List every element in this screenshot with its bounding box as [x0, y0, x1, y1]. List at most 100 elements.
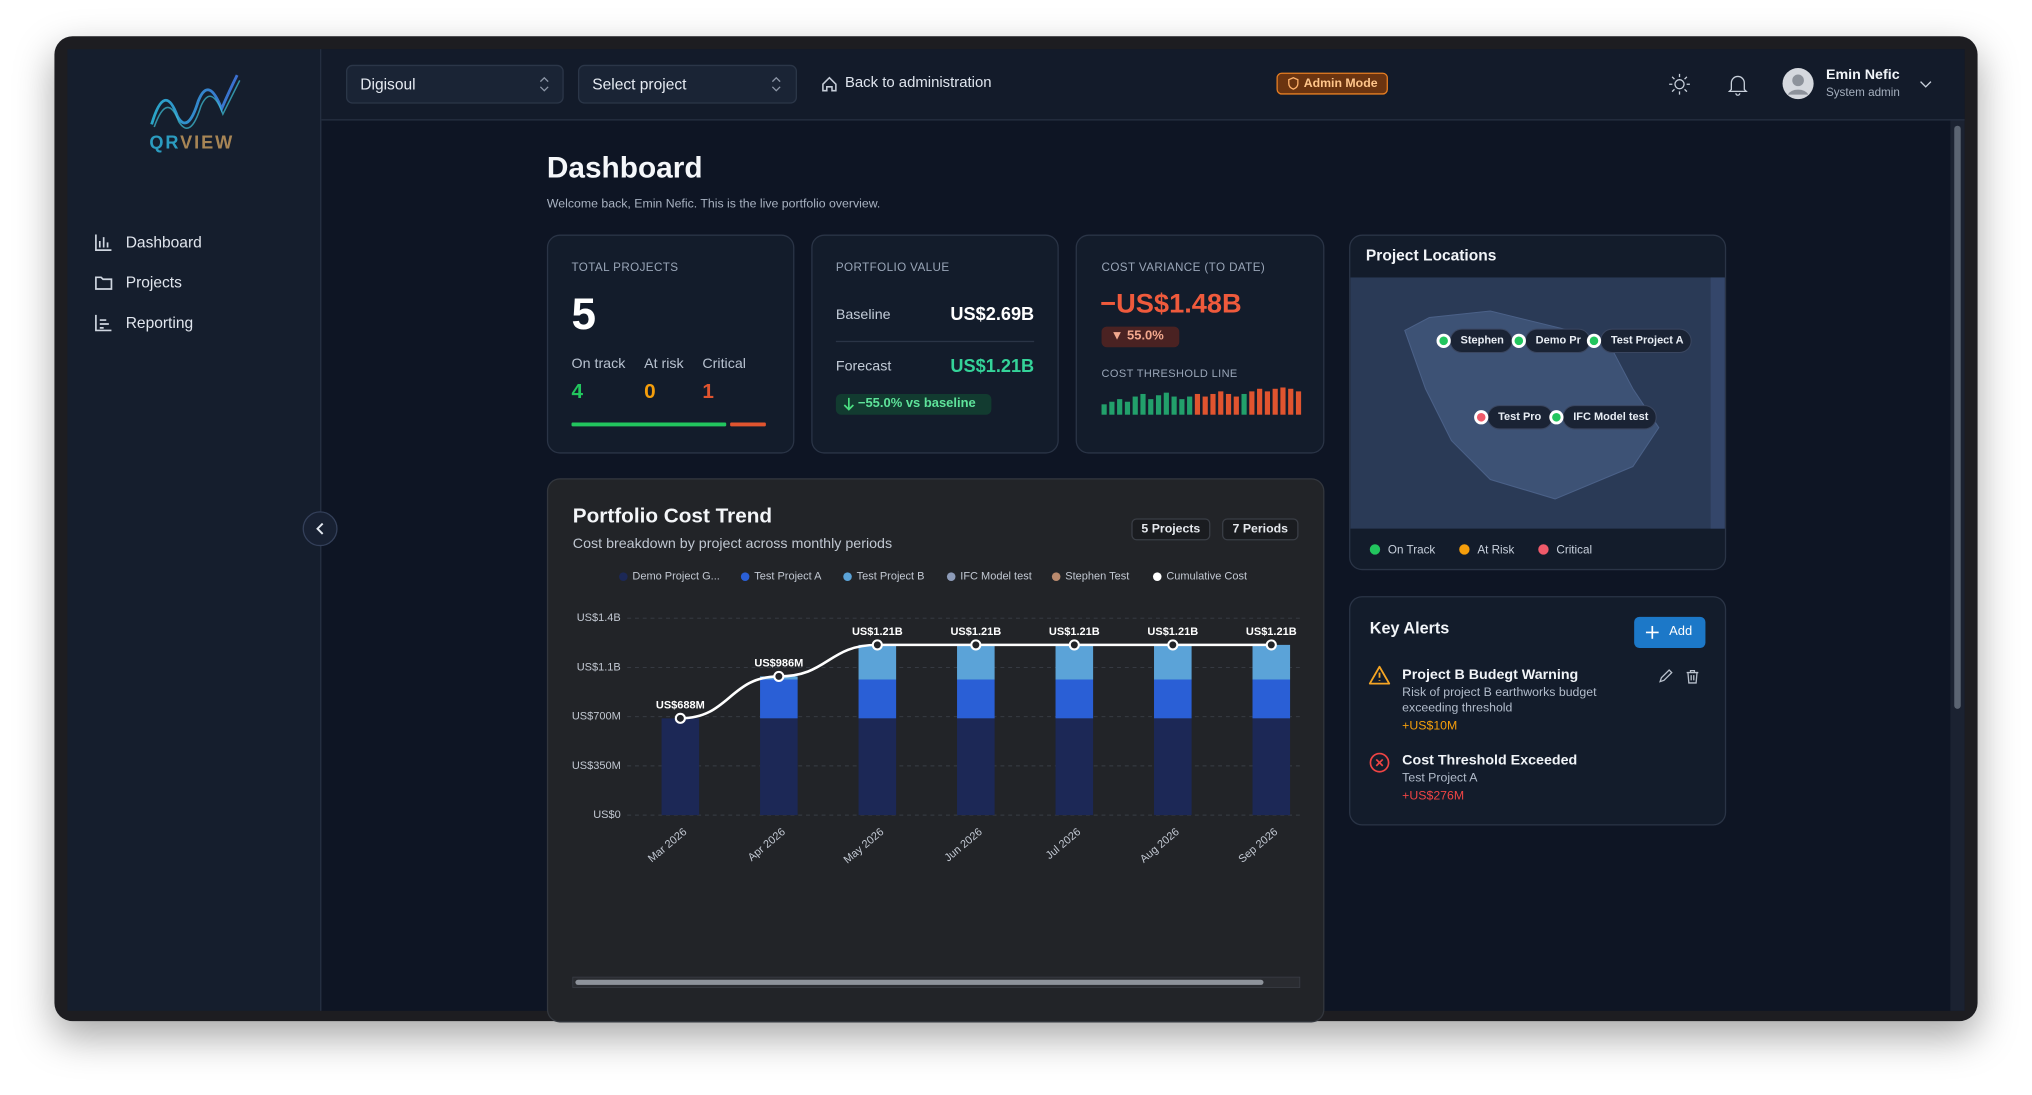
notifications[interactable] — [1726, 73, 1749, 96]
marker-label: Demo Pr — [1536, 335, 1582, 347]
legend-label: Test Project A — [754, 571, 822, 583]
threshold-bar — [1148, 399, 1154, 415]
bar-segment — [1055, 679, 1094, 719]
chart-scroll-thumb[interactable] — [575, 979, 1264, 985]
bar-segment — [1154, 718, 1192, 816]
theme-toggle[interactable] — [1668, 73, 1691, 96]
scroll-thumb[interactable] — [1954, 125, 1961, 709]
org-select[interactable]: Digisoul — [346, 64, 564, 104]
chart-title: Portfolio Cost Trend — [572, 505, 773, 528]
bar-segment — [1252, 679, 1291, 719]
row-label: Forecast — [835, 358, 892, 375]
avatar[interactable] — [1782, 67, 1814, 100]
legend-label: Demo Project G... — [632, 571, 719, 583]
sparkline-label: COST THRESHOLD LINE — [1101, 366, 1238, 380]
threshold-bar — [1117, 399, 1123, 415]
sidebar — [67, 49, 322, 1011]
total-projects-card — [546, 234, 795, 454]
line-point — [970, 639, 982, 651]
threshold-bar — [1132, 396, 1138, 415]
alert-desc: Risk of project B earthworks budget exce… — [1402, 685, 1597, 716]
marker[interactable] — [1552, 413, 1561, 422]
legend-label: Test Project B — [857, 571, 925, 583]
threshold-bar — [1194, 393, 1201, 415]
map[interactable]: Stephen Demo Pr Test Project A Test Pro IFC … — [1350, 277, 1725, 529]
x-tick-label: Mar 2026 — [646, 826, 689, 865]
error-icon — [1369, 752, 1390, 773]
threshold-bar — [1171, 396, 1177, 415]
variance-value: −US$1.48B — [1100, 288, 1242, 319]
y-tick-label: US$1.4B — [577, 612, 621, 624]
legend-label: Cumulative Cost — [1166, 571, 1247, 583]
bar-segment — [1154, 644, 1192, 680]
x-tick-label: Sep 2026 — [1236, 826, 1280, 865]
legend-label: IFC Model test — [960, 571, 1032, 583]
threshold-bar — [1109, 401, 1115, 415]
data-label: US$1.21B — [1049, 626, 1100, 638]
nav-item[interactable]: Dashboard — [125, 233, 202, 252]
user-name: Emin Nefic — [1825, 67, 1900, 83]
threshold-bar — [1124, 401, 1131, 415]
row-value: US$2.69B — [950, 303, 1035, 324]
data-label: US$986M — [754, 657, 803, 669]
map-edge — [1710, 277, 1725, 529]
x-tick-label: Aug 2026 — [1138, 826, 1182, 865]
marker-label: Test Pro — [1498, 411, 1541, 423]
nav-item[interactable]: Projects — [125, 273, 182, 292]
threshold-bar — [1179, 399, 1185, 415]
threshold-bar — [1155, 395, 1162, 415]
marker[interactable] — [1476, 413, 1486, 422]
bar-segment — [760, 718, 798, 816]
user-menu-caret[interactable] — [1918, 78, 1934, 91]
status-segment — [571, 422, 727, 427]
stat-label: Critical — [702, 356, 746, 372]
marker[interactable] — [1439, 336, 1448, 346]
marker-label: Stephen — [1461, 335, 1505, 347]
x-tick-label: Jun 2026 — [942, 826, 984, 864]
down-arrow — [843, 397, 854, 411]
page-subtitle: Welcome back, Emin Nefic. This is the li… — [546, 196, 881, 212]
threshold-bar — [1295, 391, 1302, 415]
alert-desc: Test Project A — [1402, 771, 1478, 786]
x-tick-label: Apr 2026 — [746, 826, 788, 864]
chip: 5 Projects — [1131, 518, 1211, 541]
top-bar — [321, 49, 1965, 121]
legend-label: At Risk — [1477, 542, 1515, 556]
stat-value: 1 — [702, 381, 714, 404]
alerts-title: Key Alerts — [1369, 619, 1450, 638]
stat-label: On track — [571, 356, 626, 372]
threshold-bar — [1210, 393, 1216, 415]
alert-title: Project B Budegt Warning — [1402, 667, 1579, 683]
bar-segment — [1252, 644, 1291, 680]
legend-dot — [1369, 544, 1381, 555]
bar-segment — [1154, 679, 1192, 719]
threshold-bar — [1225, 393, 1232, 415]
back-link[interactable]: Back to administration — [844, 75, 992, 91]
alert-amount: +US$276M — [1402, 789, 1465, 804]
bar-segment — [957, 679, 995, 719]
collapse-button[interactable] — [302, 511, 338, 547]
project-select[interactable]: Select project — [577, 64, 797, 104]
legend-swatch — [1152, 572, 1162, 581]
line-point — [871, 639, 883, 651]
nav-item[interactable]: Reporting — [125, 313, 194, 332]
marker[interactable] — [1514, 336, 1524, 346]
stat-label: At risk — [644, 356, 684, 372]
edit-alert[interactable] — [1657, 669, 1673, 685]
data-label: US$1.21B — [1147, 626, 1198, 638]
x-tick-label: May 2026 — [842, 826, 887, 866]
bar-segment — [1055, 644, 1094, 680]
legend-swatch — [843, 572, 852, 581]
marker[interactable] — [1589, 336, 1599, 346]
admin-badge — [1276, 72, 1388, 95]
threshold-bar — [1218, 391, 1224, 415]
threshold-bar — [1140, 393, 1146, 415]
line-point — [1265, 639, 1277, 651]
delete-alert[interactable] — [1685, 669, 1701, 685]
alert-amount: +US$10M — [1402, 719, 1458, 734]
user-role: System admin — [1825, 85, 1900, 99]
scrollbar — [1950, 120, 1965, 1011]
project-placeholder: Select project — [592, 75, 687, 94]
